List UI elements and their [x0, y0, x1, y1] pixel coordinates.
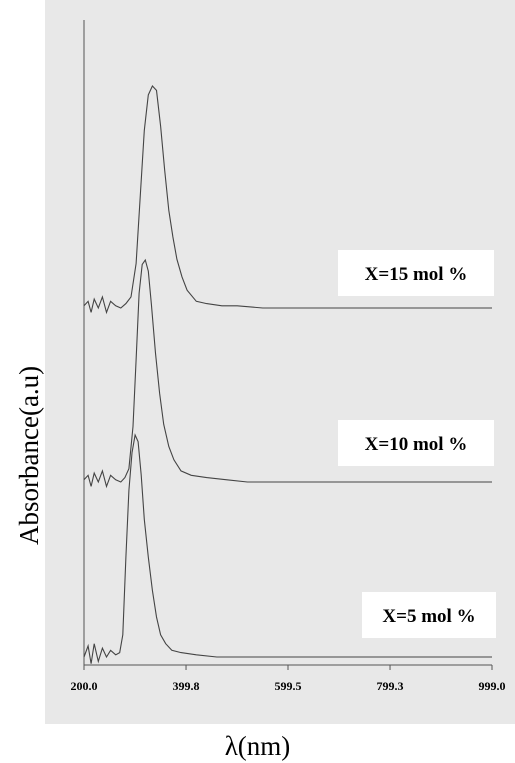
x-tick-label: 799.3	[377, 679, 404, 693]
series-label: X=5 mol %	[382, 606, 475, 627]
series-label-box	[338, 250, 494, 296]
x-tick-label: 200.0	[71, 679, 98, 693]
x-tick-label: 399.8	[173, 679, 200, 693]
series-label-box	[338, 420, 494, 466]
y-axis-label: Absorbance(a.u)	[14, 365, 44, 545]
x-axis-label: λ(nm)	[224, 731, 291, 761]
x-ticks: 200.0 399.8 599.5 799.3 999.0	[71, 665, 506, 693]
x-tick-label: 999.0	[479, 679, 506, 693]
series-labels: X=15 mol % X=10 mol % X=5 mol %	[338, 250, 496, 638]
series-line	[83, 433, 492, 664]
series-lines	[83, 85, 492, 664]
x-tick-label: 599.5	[275, 679, 302, 693]
series-line	[83, 258, 492, 489]
series-line	[83, 85, 492, 315]
series-label: X=15 mol %	[365, 264, 468, 285]
series-label-box	[362, 592, 496, 638]
series-label: X=10 mol %	[365, 434, 468, 455]
